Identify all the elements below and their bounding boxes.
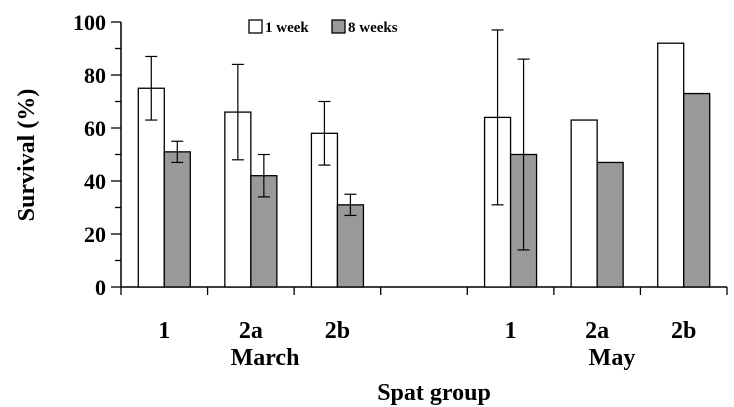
y-tick-label: 40 bbox=[84, 169, 106, 194]
bar-8-weeks bbox=[596, 161, 624, 288]
bar-8-weeks bbox=[163, 151, 191, 288]
legend-swatch-1-week bbox=[248, 19, 263, 34]
y-tick-label: 20 bbox=[84, 222, 106, 247]
legend-label-8-weeks: 8 weeks bbox=[348, 20, 398, 36]
group-label-may: May bbox=[589, 345, 636, 371]
bar-8-weeks bbox=[336, 204, 365, 288]
y-tick-label: 0 bbox=[95, 275, 106, 300]
bar-1-week bbox=[657, 42, 685, 288]
x-tick-label: 1 bbox=[505, 318, 517, 344]
x-axis-title: Spat group bbox=[377, 380, 491, 406]
bar-8-weeks bbox=[683, 92, 711, 288]
x-tick-label: 1 bbox=[158, 318, 170, 344]
x-tick-label: 2a bbox=[239, 318, 263, 344]
y-axis-title: Survival (%) bbox=[14, 89, 40, 222]
plot-layer: 0 20 40 60 80 100 1 2a 2b 1 2a 2b bbox=[73, 10, 728, 344]
legend: 1 week 8 weeks bbox=[248, 19, 398, 36]
y-tick-label: 60 bbox=[84, 116, 106, 141]
x-tick-label: 2b bbox=[325, 318, 350, 344]
group-label-march: March bbox=[231, 345, 300, 371]
y-tick-label: 100 bbox=[73, 10, 106, 35]
bar-1-week bbox=[570, 119, 598, 288]
y-tick-label: 80 bbox=[84, 63, 106, 88]
legend-swatch-8-weeks bbox=[331, 19, 346, 34]
legend-label-1-week: 1 week bbox=[265, 20, 309, 36]
x-tick-label: 2a bbox=[585, 318, 609, 344]
x-tick-label: 2b bbox=[671, 318, 696, 344]
